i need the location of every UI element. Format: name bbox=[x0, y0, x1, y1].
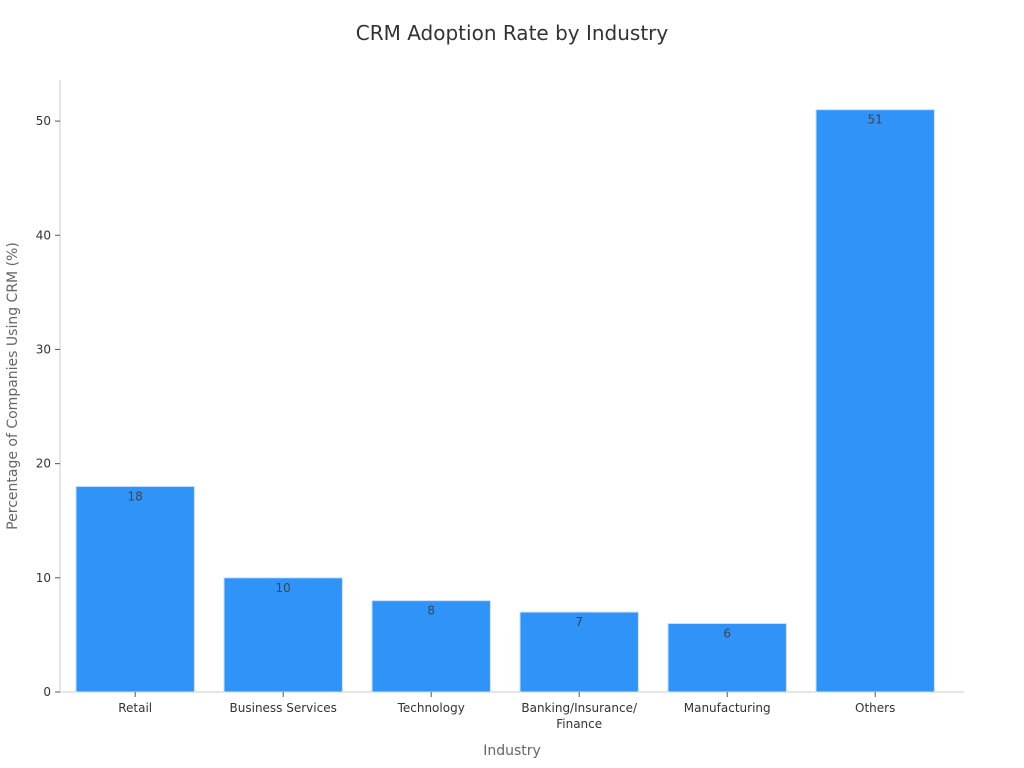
y-tick-label: 0 bbox=[43, 685, 51, 699]
x-axis-ticks: Retail Business Services Technology Banking… bbox=[118, 692, 895, 731]
data-label: 51 bbox=[868, 113, 883, 127]
x-axis-label: Industry bbox=[483, 743, 541, 759]
data-label: 10 bbox=[276, 581, 291, 595]
y-tick-label: 10 bbox=[36, 571, 51, 585]
x-tick-label: Banking/Insurance/Finance bbox=[521, 701, 638, 731]
data-label: 8 bbox=[427, 604, 435, 618]
x-tick-label: Technology bbox=[397, 701, 465, 715]
y-tick-label: 50 bbox=[36, 114, 51, 128]
bar bbox=[371, 600, 491, 693]
data-label: 6 bbox=[723, 626, 731, 640]
y-tick-label: 40 bbox=[36, 228, 51, 242]
y-axis-label: Percentage of Companies Using CRM (%) bbox=[5, 242, 21, 530]
x-tick-label: Others bbox=[855, 701, 895, 715]
y-tick-label: 30 bbox=[36, 342, 51, 356]
x-tick-label: Business Services bbox=[230, 701, 337, 715]
chart-title: CRM Adoption Rate by Industry bbox=[356, 21, 669, 45]
y-tick-label: 20 bbox=[36, 457, 51, 471]
data-labels: 18 10 8 7 6 51 bbox=[128, 113, 883, 641]
bar bbox=[519, 611, 639, 693]
bar bbox=[667, 622, 787, 693]
x-tick-label: Manufacturing bbox=[684, 701, 771, 715]
x-tick-label: Retail bbox=[118, 701, 152, 715]
data-label: 18 bbox=[128, 489, 143, 503]
bar bbox=[815, 109, 935, 693]
bar bbox=[223, 577, 343, 693]
bar bbox=[75, 485, 195, 693]
y-axis-ticks: 0 10 20 30 40 50 bbox=[36, 114, 60, 699]
data-label: 7 bbox=[575, 615, 583, 629]
bars bbox=[75, 109, 935, 693]
